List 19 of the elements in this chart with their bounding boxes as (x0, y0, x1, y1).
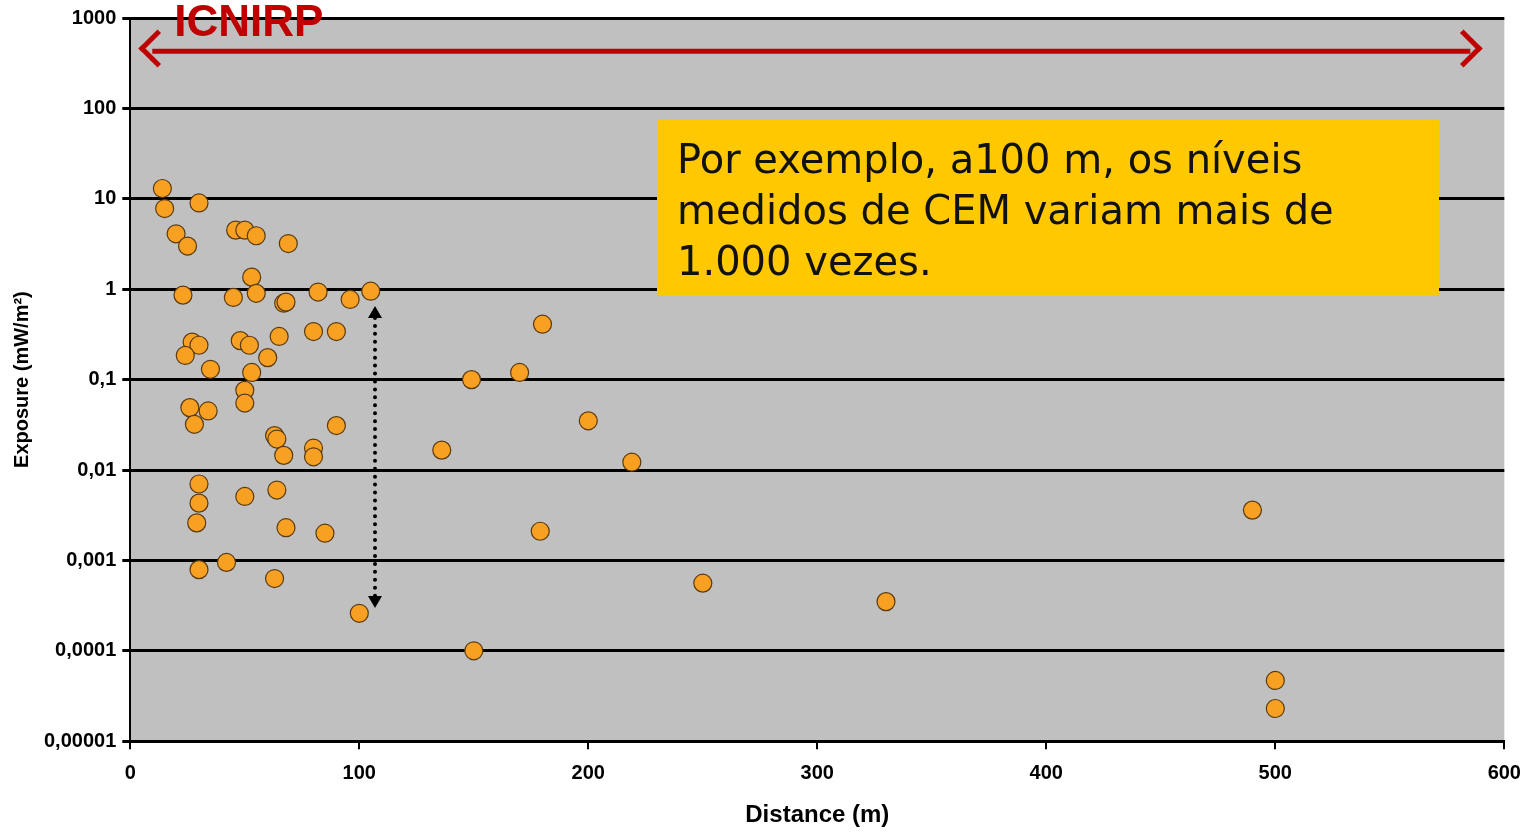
x-tick-label: 0 (124, 760, 136, 783)
x-tick-label: 500 (1258, 760, 1292, 783)
y-tick-label: 1 (105, 276, 117, 299)
annotation: Por exemplo, a100 m, os níveis medidos de CEM variam mais de 1.000 vezes. (677, 135, 1335, 286)
x-tick-label: 200 (571, 760, 605, 783)
y-tick-label: 0,0001 (55, 638, 117, 661)
x-axis-title: Distance (m) (745, 800, 890, 828)
y-tick-label: 1000 (71, 5, 117, 28)
y-tick-label: 100 (82, 95, 117, 118)
y-tick-label: 10 (94, 186, 117, 209)
y-tick-label: 0,00001 (44, 728, 117, 751)
x-tick-label: 100 (342, 760, 376, 783)
y-tick-label: 0,1 (88, 367, 117, 390)
y-tick-label: 0,01 (77, 457, 117, 480)
x-tick-label: 600 (1487, 760, 1521, 783)
y-tick-label: 0,001 (66, 547, 117, 570)
y-axis-title: Exposure (mW/m²) (9, 291, 32, 468)
x-tick-label: 300 (800, 760, 834, 783)
x-tick-label: 400 (1029, 760, 1063, 783)
